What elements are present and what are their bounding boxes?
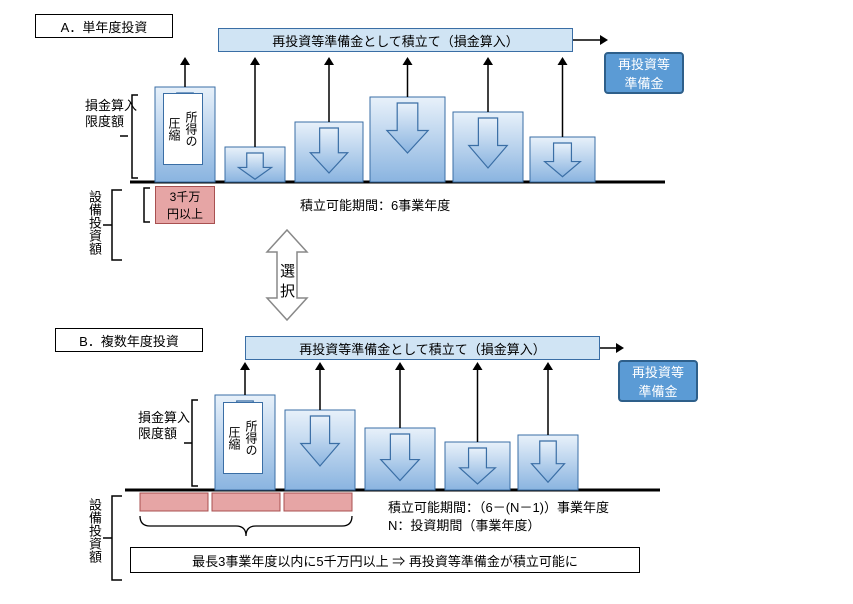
section-b-title: B．複数年度投資 xyxy=(55,328,203,352)
label-a-bottom-text: 設備投資額 xyxy=(87,190,102,255)
compress-b-text: 所得の 圧縮 xyxy=(226,420,260,456)
reserve-box-a: 再投資等 準備金 xyxy=(604,52,684,94)
period-note-b2: N：投資期間（事業年度） xyxy=(388,515,540,534)
section-a-title: A．単年度投資 xyxy=(35,14,173,38)
label-a-top: 損金算入 限度額 xyxy=(85,98,137,129)
section-a-banner: 再投資等準備金として積立て（損金算入） xyxy=(218,28,573,52)
label-b-bottom-text: 設備投資額 xyxy=(87,498,102,563)
label-b-bottom: 設備投資額 xyxy=(85,498,104,588)
reserve-box-a-text: 再投資等 準備金 xyxy=(618,54,670,92)
footer-b-text: 最長3事業年度以内に5千万円以上 ⇒ 再投資等準備金が積立可能に xyxy=(192,551,578,570)
period-note-b1-text: 積立可能期間：（6－(N－1)）事業年度 xyxy=(388,500,609,515)
label-b-top-text: 損金算入 限度額 xyxy=(138,410,190,441)
footer-b: 最長3事業年度以内に5千万円以上 ⇒ 再投資等準備金が積立可能に xyxy=(130,547,640,573)
period-note-a-text: 積立可能期間：6事業年度 xyxy=(300,198,450,213)
threshold-a: 3千万 円以上 xyxy=(155,186,215,224)
section-b-banner-text: 再投資等準備金として積立て（損金算入） xyxy=(299,339,546,358)
section-a-banner-text: 再投資等準備金として積立て（損金算入） xyxy=(272,31,519,50)
period-note-b2-text: N：投資期間（事業年度） xyxy=(388,518,540,533)
threshold-a-text: 3千万 円以上 xyxy=(167,188,203,222)
label-b-top: 損金算入 限度額 xyxy=(138,410,190,441)
period-note-a: 積立可能期間：6事業年度 xyxy=(300,195,450,214)
choice-label: 選 択 xyxy=(280,262,295,301)
section-b-banner: 再投資等準備金として積立て（損金算入） xyxy=(245,336,600,360)
choice-text: 選 択 xyxy=(280,263,295,300)
compress-a-text: 所得の 圧縮 xyxy=(166,111,200,147)
compress-a: 所得の 圧縮 xyxy=(163,93,203,165)
period-note-b1: 積立可能期間：（6－(N－1)）事業年度 xyxy=(388,497,609,516)
label-a-bottom: 設備投資額 xyxy=(85,190,104,280)
section-a-title-text: A．単年度投資 xyxy=(61,17,148,36)
reserve-box-b: 再投資等 準備金 xyxy=(618,360,698,402)
label-a-top-text: 損金算入 限度額 xyxy=(85,98,137,129)
reserve-box-b-text: 再投資等 準備金 xyxy=(632,362,684,400)
compress-b: 所得の 圧縮 xyxy=(223,402,263,474)
section-b-title-text: B．複数年度投資 xyxy=(79,331,179,350)
